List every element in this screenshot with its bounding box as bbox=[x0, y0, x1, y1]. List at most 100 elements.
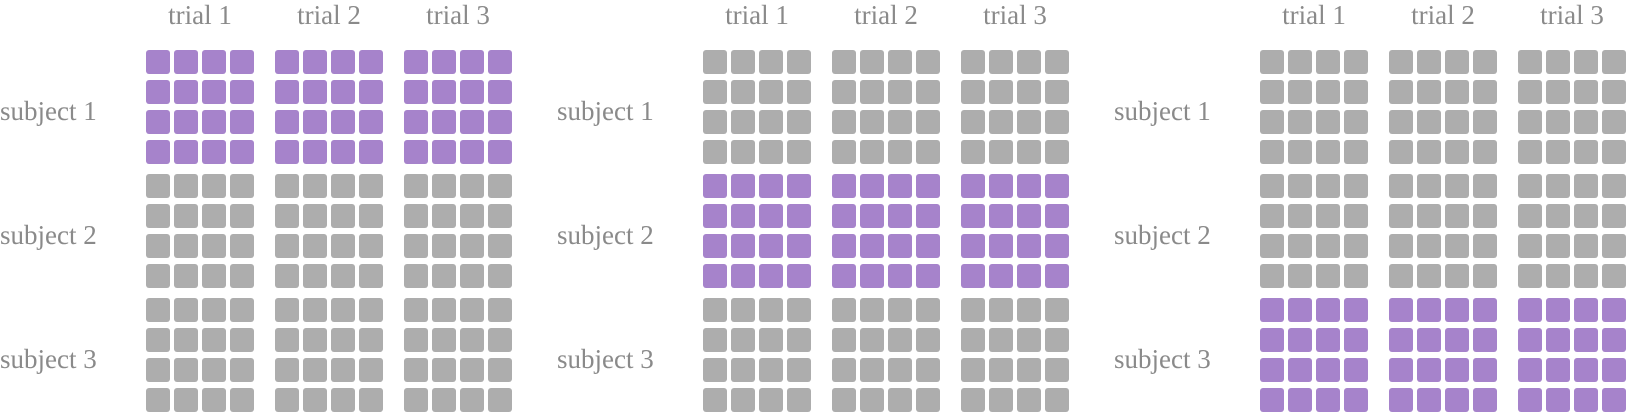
panel-3: trial 1 trial 2 trial 3 subject 1 subject 2 s… bbox=[1114, 0, 1626, 412]
data-cell bbox=[989, 388, 1013, 412]
data-cell bbox=[146, 328, 170, 352]
data-cell bbox=[1260, 110, 1284, 134]
data-cell bbox=[404, 328, 428, 352]
highlighted-cell bbox=[1546, 328, 1570, 352]
data-cell bbox=[275, 328, 299, 352]
data-cell bbox=[703, 388, 727, 412]
data-cell bbox=[460, 264, 484, 288]
highlighted-cell bbox=[146, 140, 170, 164]
highlighted-cell bbox=[1389, 388, 1413, 412]
highlighted-cell bbox=[488, 80, 512, 104]
data-cell bbox=[1389, 140, 1413, 164]
trial-label: trial 2 bbox=[297, 0, 361, 30]
highlighted-cell bbox=[404, 80, 428, 104]
data-block bbox=[832, 50, 940, 164]
data-cell bbox=[432, 298, 456, 322]
data-cell bbox=[832, 388, 856, 412]
highlighted-cell bbox=[1389, 298, 1413, 322]
data-block bbox=[703, 298, 811, 412]
highlighted-cell bbox=[1518, 298, 1542, 322]
data-cell bbox=[331, 264, 355, 288]
data-cell bbox=[230, 358, 254, 382]
data-block bbox=[404, 174, 512, 288]
data-cell bbox=[1288, 204, 1312, 228]
highlighted-cell bbox=[1288, 388, 1312, 412]
panel-1: trial 1 trial 2 trial 3 subject 1 subject 2 s… bbox=[0, 0, 512, 412]
data-cell bbox=[404, 388, 428, 412]
data-cell bbox=[989, 358, 1013, 382]
highlighted-cell bbox=[759, 204, 783, 228]
data-cell bbox=[1316, 174, 1340, 198]
data-block bbox=[1389, 50, 1497, 164]
data-cell bbox=[432, 264, 456, 288]
data-cell bbox=[275, 174, 299, 198]
highlighted-cell bbox=[1546, 298, 1570, 322]
highlighted-cell bbox=[1045, 234, 1069, 258]
data-cell bbox=[1473, 264, 1497, 288]
data-cell bbox=[1473, 174, 1497, 198]
highlighted-cell bbox=[759, 264, 783, 288]
data-cell bbox=[888, 50, 912, 74]
data-cell bbox=[331, 298, 355, 322]
data-cell bbox=[174, 388, 198, 412]
data-cell bbox=[303, 388, 327, 412]
data-cell bbox=[1445, 140, 1469, 164]
highlighted-cell bbox=[759, 174, 783, 198]
highlighted-cell bbox=[787, 264, 811, 288]
data-cell bbox=[759, 110, 783, 134]
data-cell bbox=[1546, 50, 1570, 74]
data-cell bbox=[832, 50, 856, 74]
data-cell bbox=[1344, 80, 1368, 104]
data-cell bbox=[860, 298, 884, 322]
highlighted-cell bbox=[1260, 388, 1284, 412]
highlighted-cell bbox=[1288, 328, 1312, 352]
data-cell bbox=[1445, 204, 1469, 228]
data-cell bbox=[303, 298, 327, 322]
data-cell bbox=[488, 174, 512, 198]
data-cell bbox=[787, 328, 811, 352]
data-cell bbox=[303, 264, 327, 288]
data-cell bbox=[1316, 110, 1340, 134]
data-cell bbox=[832, 298, 856, 322]
data-cell bbox=[1288, 234, 1312, 258]
highlighted-cell bbox=[1602, 328, 1626, 352]
highlighted-cell bbox=[1316, 358, 1340, 382]
data-cell bbox=[359, 174, 383, 198]
data-cell bbox=[1389, 80, 1413, 104]
data-cell bbox=[1546, 264, 1570, 288]
data-cell bbox=[860, 358, 884, 382]
data-cell bbox=[1518, 174, 1542, 198]
highlighted-cell bbox=[1045, 264, 1069, 288]
data-cell bbox=[1473, 80, 1497, 104]
highlighted-cell bbox=[1574, 328, 1598, 352]
data-cell bbox=[1344, 234, 1368, 258]
data-cell bbox=[174, 298, 198, 322]
data-cell bbox=[359, 328, 383, 352]
data-cell bbox=[331, 388, 355, 412]
data-cell bbox=[460, 234, 484, 258]
data-cell bbox=[731, 298, 755, 322]
data-cell bbox=[460, 358, 484, 382]
highlighted-cell bbox=[146, 50, 170, 74]
data-cell bbox=[1518, 110, 1542, 134]
highlighted-cell bbox=[1546, 388, 1570, 412]
data-cell bbox=[1045, 110, 1069, 134]
data-block bbox=[832, 298, 940, 412]
data-cell bbox=[331, 358, 355, 382]
data-cell bbox=[432, 174, 456, 198]
highlighted-cell bbox=[331, 50, 355, 74]
data-cell bbox=[1445, 264, 1469, 288]
data-cell bbox=[331, 328, 355, 352]
data-cell bbox=[916, 298, 940, 322]
data-cell bbox=[359, 264, 383, 288]
data-cell bbox=[787, 110, 811, 134]
data-cell bbox=[174, 174, 198, 198]
highlighted-cell bbox=[1417, 388, 1441, 412]
data-cell bbox=[1045, 80, 1069, 104]
highlighted-cell bbox=[404, 50, 428, 74]
highlighted-cell bbox=[1602, 388, 1626, 412]
data-cell bbox=[1288, 80, 1312, 104]
data-cell bbox=[860, 110, 884, 134]
data-cell bbox=[888, 328, 912, 352]
data-cell bbox=[1260, 234, 1284, 258]
